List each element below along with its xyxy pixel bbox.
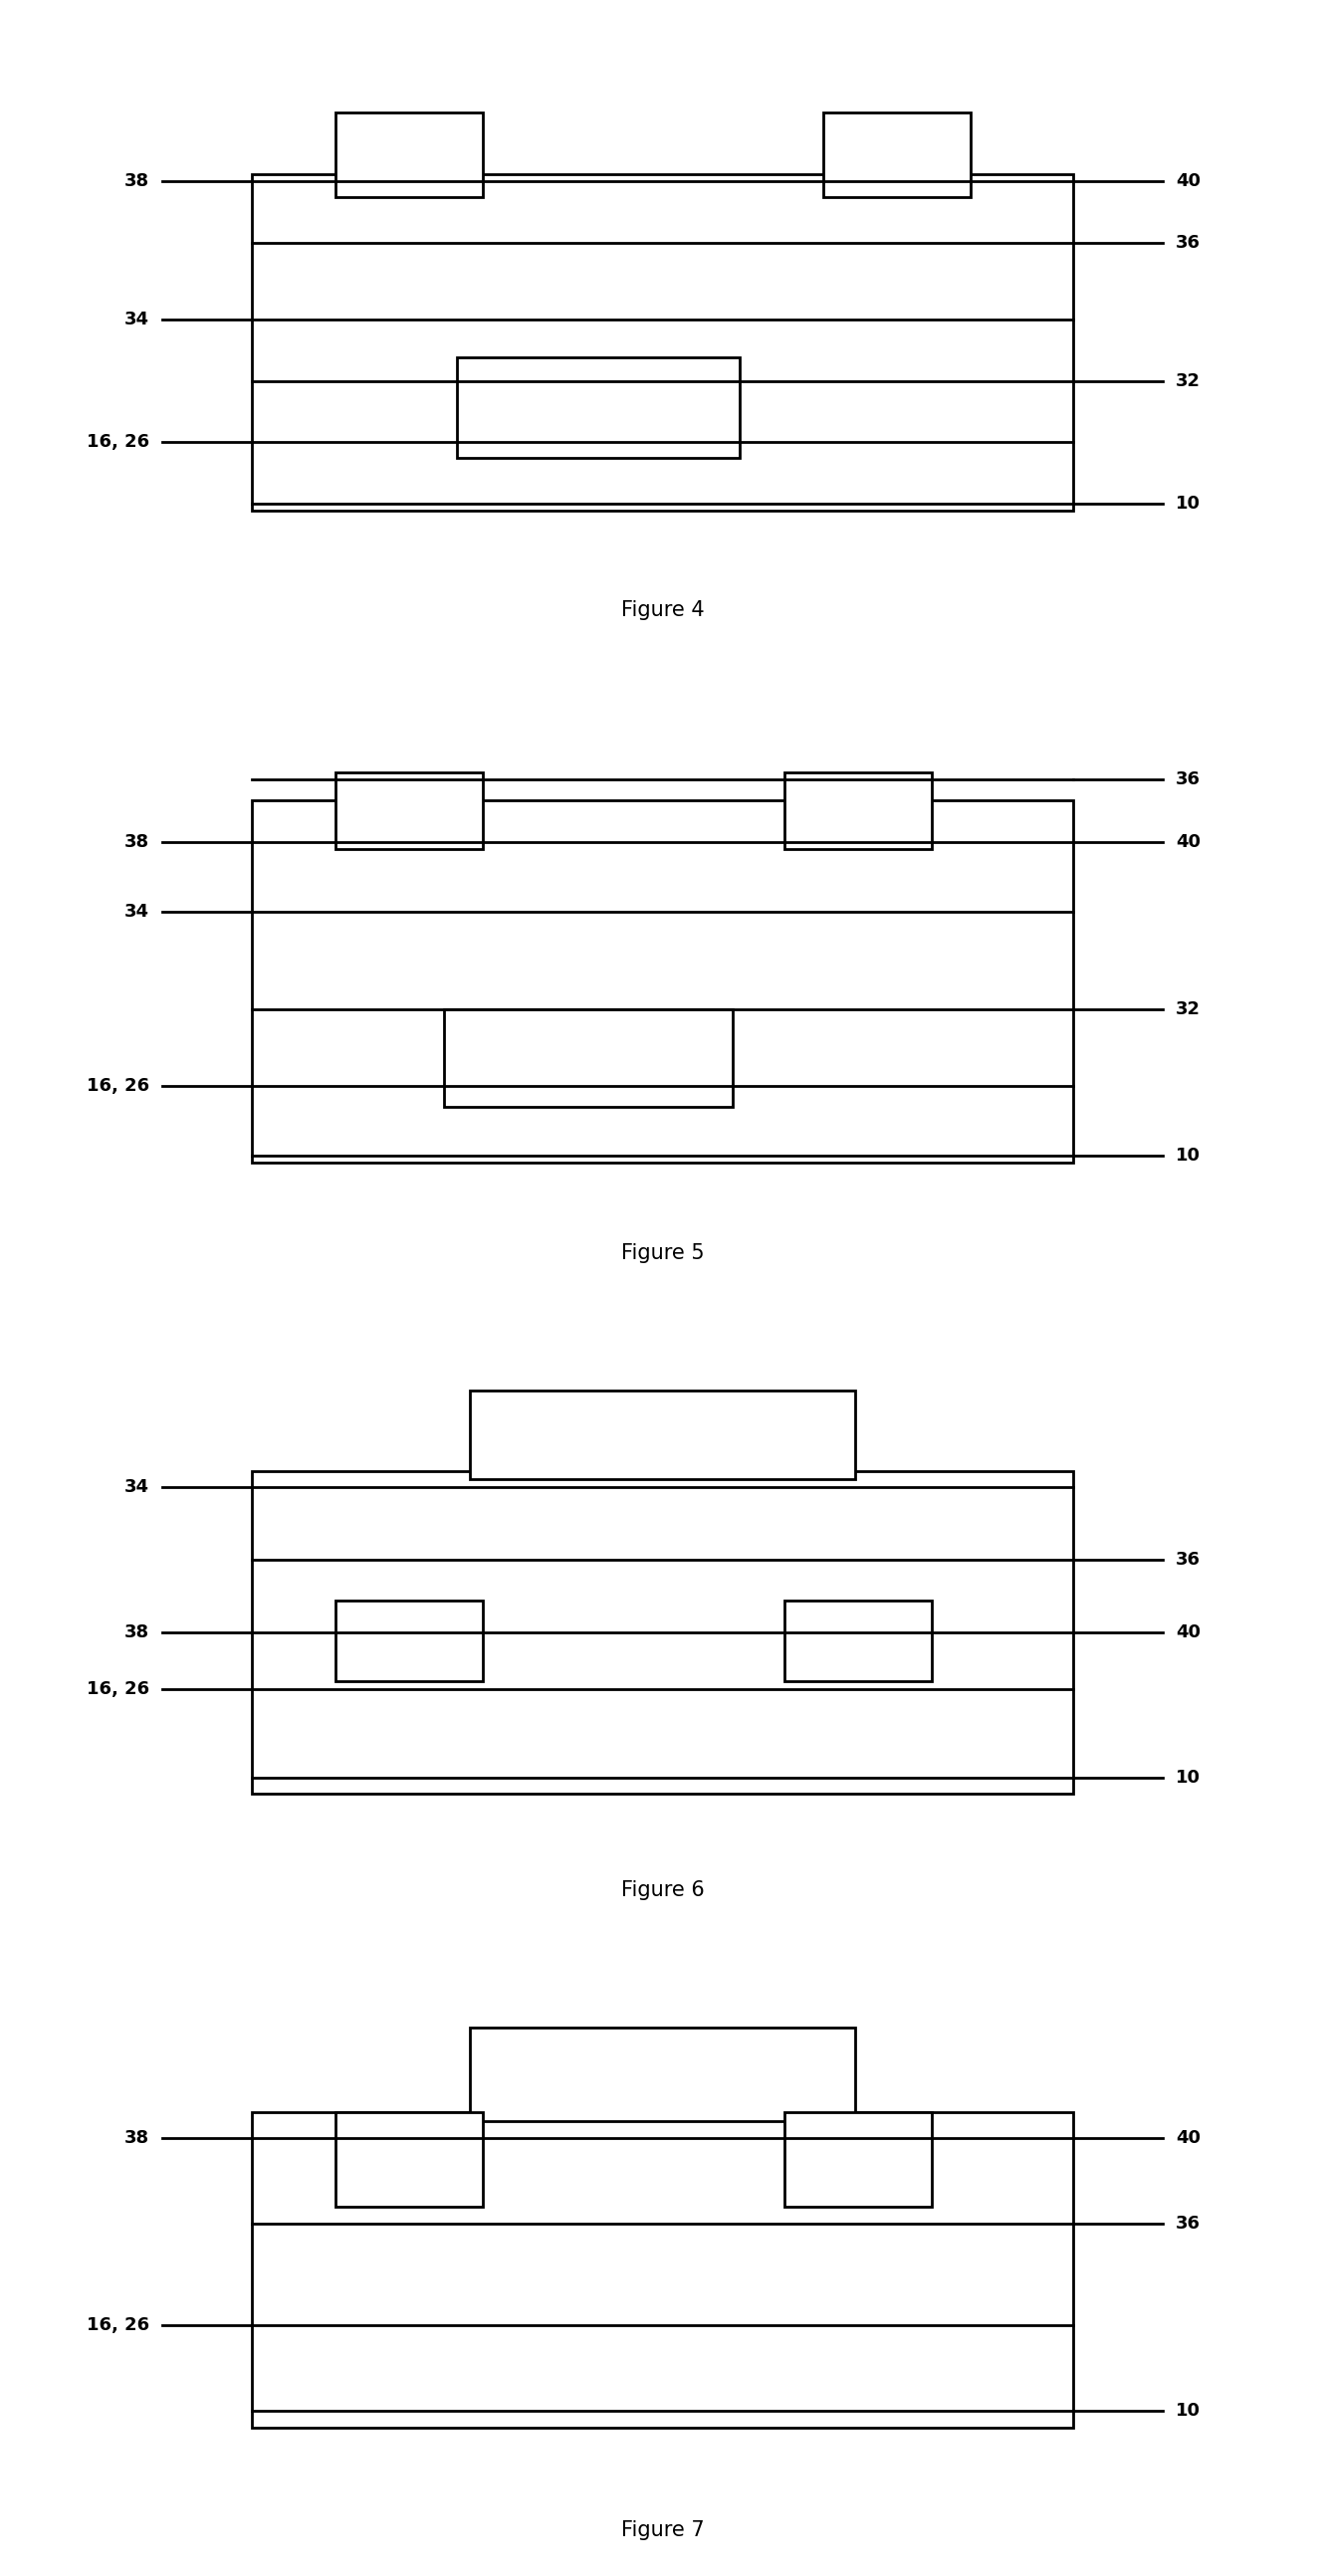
Bar [457, 358, 739, 459]
Bar [335, 773, 482, 850]
Text: 40: 40 [1175, 2130, 1200, 2148]
Bar [784, 2112, 931, 2205]
Text: 34: 34 [125, 904, 150, 922]
Bar [252, 1471, 1073, 1793]
Bar [252, 801, 1073, 1162]
Text: 34: 34 [125, 312, 150, 330]
Text: 16, 26: 16, 26 [86, 1680, 150, 1698]
Text: 10: 10 [1175, 1146, 1200, 1164]
Text: Figure 6: Figure 6 [621, 1880, 704, 1901]
Text: 36: 36 [1175, 770, 1200, 788]
Text: 16, 26: 16, 26 [86, 1077, 150, 1095]
Text: 32: 32 [1175, 371, 1200, 389]
Text: 16, 26: 16, 26 [86, 2316, 150, 2334]
Text: 40: 40 [1175, 173, 1200, 191]
Bar [784, 1600, 931, 1682]
Bar [335, 1600, 482, 1682]
Text: Figure 4: Figure 4 [621, 600, 704, 621]
Bar [335, 2112, 482, 2205]
Bar [470, 1391, 855, 1479]
Text: 10: 10 [1175, 2401, 1200, 2419]
Text: 36: 36 [1175, 2215, 1200, 2233]
Text: 34: 34 [125, 1479, 150, 1497]
Text: 38: 38 [125, 173, 150, 191]
Bar [335, 113, 482, 196]
Text: 38: 38 [125, 2130, 150, 2148]
Text: Figure 5: Figure 5 [621, 1244, 704, 1262]
Bar [784, 773, 931, 850]
Text: 36: 36 [1175, 1551, 1200, 1569]
Text: 38: 38 [125, 1623, 150, 1641]
Text: 10: 10 [1175, 495, 1200, 513]
Text: 40: 40 [1175, 1623, 1200, 1641]
Text: Figure 7: Figure 7 [621, 2519, 704, 2540]
Text: 10: 10 [1175, 1770, 1200, 1788]
Bar [444, 1010, 733, 1108]
Text: 36: 36 [1175, 234, 1200, 252]
Text: 16, 26: 16, 26 [86, 433, 150, 451]
Bar [470, 2027, 855, 2120]
Text: 40: 40 [1175, 835, 1200, 850]
Bar [252, 175, 1073, 510]
Bar [252, 2112, 1073, 2427]
Text: 32: 32 [1175, 999, 1200, 1018]
Text: 38: 38 [125, 835, 150, 850]
Bar [823, 113, 970, 196]
